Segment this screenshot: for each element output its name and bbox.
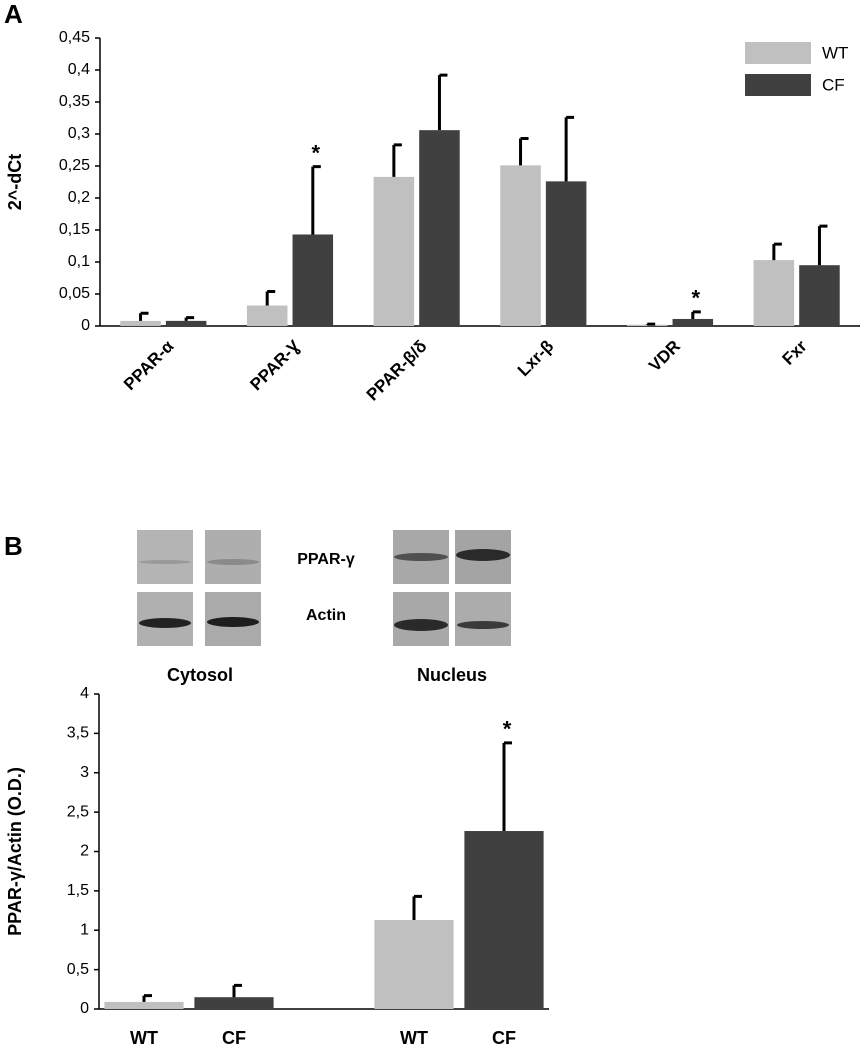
x-tick-label: PPAR-α — [120, 336, 178, 394]
y-tick-label: 2,5 — [67, 803, 89, 820]
significance-label: * — [692, 286, 701, 311]
error-bar — [817, 224, 828, 266]
y-tick-label: 0 — [80, 1000, 89, 1017]
legend-swatch — [745, 74, 811, 96]
bar — [500, 165, 541, 326]
legend-swatch — [745, 42, 811, 64]
x-tick-label: Fxr — [779, 336, 811, 368]
y-tick-label: 3 — [80, 764, 89, 781]
error-bar — [502, 741, 512, 832]
error-bar — [232, 983, 242, 998]
error-bar — [412, 894, 422, 921]
error-bar — [265, 289, 276, 306]
y-tick-label: 0,35 — [59, 93, 90, 110]
y-tick-label: 0,45 — [59, 29, 90, 46]
blot-image — [137, 530, 511, 646]
bar — [464, 831, 544, 1009]
error-bar — [392, 143, 402, 177]
bar — [672, 318, 714, 326]
blot-group-label: Nucleus — [417, 665, 487, 685]
x-tick-label: WT — [400, 1028, 428, 1048]
bar — [246, 305, 288, 326]
x-tick-label: Lxr-β — [514, 337, 557, 380]
panel-label: B — [4, 531, 23, 561]
significance-label: * — [312, 140, 321, 165]
legend-label: CF — [822, 75, 845, 94]
error-bar — [139, 311, 149, 321]
panel-label: A — [4, 0, 23, 29]
y-tick-label: 0,5 — [67, 961, 89, 978]
bar — [799, 265, 840, 326]
y-tick-label: 0,15 — [59, 221, 90, 238]
y-tick-label: 0,1 — [68, 253, 90, 270]
x-tick-label: PPAR-Ɣ — [246, 336, 304, 394]
y-tick-label: 0,05 — [59, 285, 90, 302]
y-tick-label: 1,5 — [67, 882, 89, 899]
significance-label: * — [503, 717, 512, 742]
y-tick-label: 0,25 — [59, 157, 90, 174]
blot-row-label: Actin — [306, 607, 346, 624]
y-tick-label: 2 — [80, 843, 89, 860]
bar — [753, 260, 795, 326]
bar — [374, 920, 454, 1009]
bar — [120, 320, 161, 326]
error-bar — [691, 310, 701, 319]
y-tick-label: 3,5 — [67, 725, 89, 742]
y-tick-label: 4 — [80, 685, 89, 702]
bar — [104, 1001, 184, 1009]
x-tick-label: CF — [222, 1028, 246, 1048]
y-tick-label: 0 — [81, 317, 90, 334]
y-tick-label: 1 — [80, 921, 89, 938]
x-tick-label: CF — [492, 1028, 516, 1048]
error-bar — [519, 136, 529, 166]
bar — [545, 181, 587, 326]
bar — [194, 997, 274, 1009]
x-tick-label: WT — [130, 1028, 158, 1048]
error-bar — [772, 242, 782, 261]
error-bar — [311, 165, 321, 235]
bar — [419, 130, 460, 326]
error-bar — [437, 73, 448, 131]
bar — [292, 234, 334, 326]
y-tick-label: 0,4 — [68, 61, 90, 78]
error-bar — [142, 994, 152, 1002]
bar — [165, 320, 207, 326]
x-tick-label: PPAR-β/δ — [363, 337, 431, 405]
bar — [373, 176, 415, 326]
blot-row-label: PPAR-γ — [297, 551, 355, 568]
y-axis-title: PPAR-γ/Actin (O.D.) — [5, 767, 25, 936]
blot-group-label: Cytosol — [167, 665, 233, 685]
x-tick-label: VDR — [645, 337, 684, 376]
y-tick-label: 0,3 — [68, 125, 90, 142]
error-bar — [184, 316, 195, 321]
y-axis-title: 2^-dCt — [5, 154, 25, 211]
error-bar — [645, 322, 656, 326]
legend-label: WT — [822, 43, 848, 62]
error-bar — [564, 115, 575, 182]
y-tick-label: 0,2 — [68, 189, 90, 206]
